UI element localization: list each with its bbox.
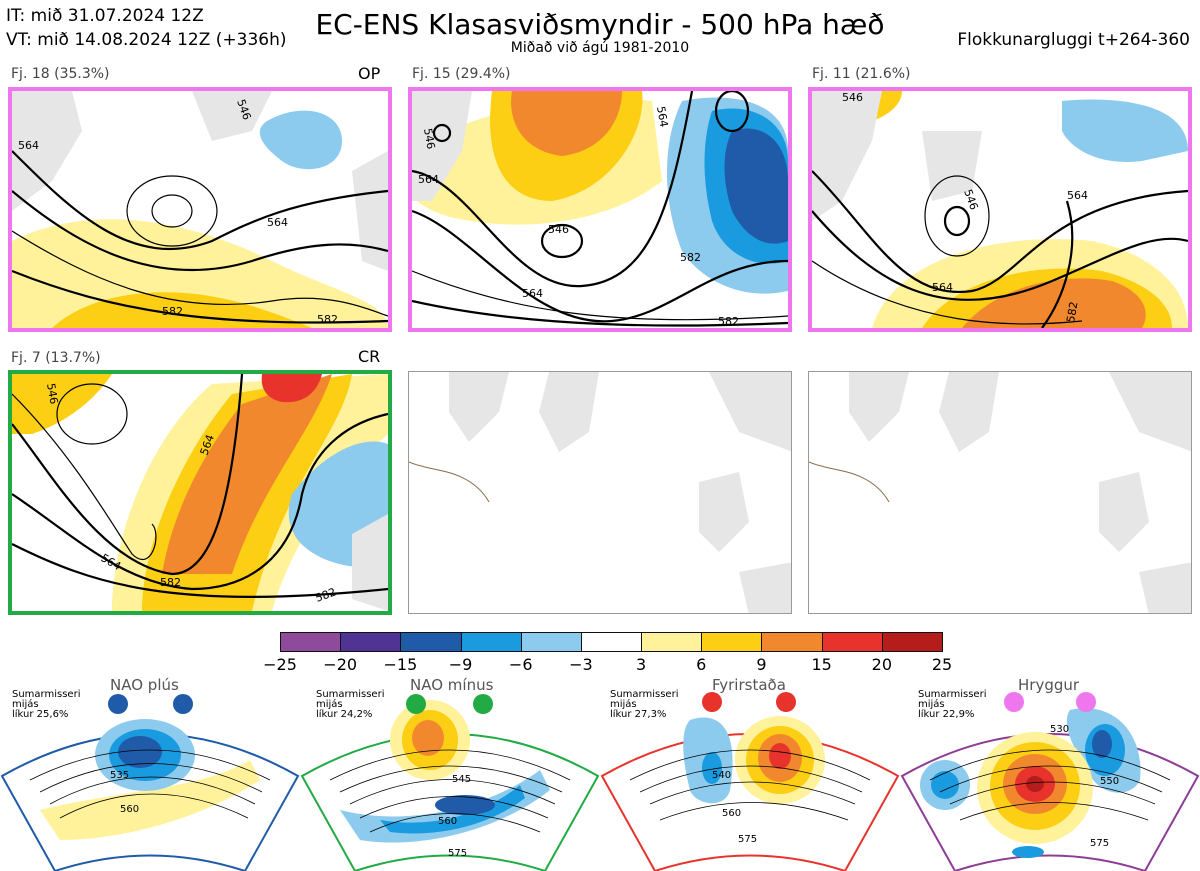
colorbar-tick-label: −6: [508, 655, 533, 674]
empty-map-2: [808, 371, 1192, 614]
colorbar-tick-label: 20: [871, 655, 892, 674]
regime-nao-plus: Sumarmisseri mijás líkur 25,6% NAO plús …: [0, 676, 300, 871]
contour-label: 560: [438, 816, 457, 827]
contour-label: 564: [522, 287, 543, 300]
contour-label: 564: [932, 281, 953, 294]
colorbar-cell: [881, 632, 943, 652]
regime-title: Hryggur: [1018, 676, 1080, 694]
regime-blocking: Sumarmisseri mijás líkur 27,3% Fyrirstað…: [600, 676, 900, 871]
regime-note: Sumarmisseri mijás líkur 25,6%: [12, 689, 81, 720]
contour-label: 582: [680, 251, 701, 264]
contour-label: 582: [314, 585, 338, 604]
colorbar-tick-label: 25: [931, 655, 953, 674]
regime-title: NAO plús: [110, 676, 179, 694]
colorbar-cell: [400, 632, 462, 652]
contour-label: 560: [120, 804, 139, 815]
colorbar-tick-label: −25: [263, 655, 297, 674]
colorbar-cell: [821, 632, 883, 652]
contour-label: 546: [421, 127, 437, 150]
colorbar-tick-label: −20: [323, 655, 358, 674]
cluster-label: Fj. 15 (29.4%): [412, 66, 511, 82]
contour-label: 560: [722, 808, 741, 819]
contour-label: 546: [961, 188, 980, 212]
colorbar-tick-label: 15: [811, 655, 832, 674]
colorbar-cell: [701, 632, 763, 652]
contour-label: 545: [452, 774, 471, 785]
regime-title: NAO mínus: [410, 676, 494, 694]
valid-time: VT: mið 14.08.2024 12Z (+336h): [6, 30, 287, 50]
contour-label: 564: [267, 216, 288, 229]
contour-label: 575: [1090, 838, 1109, 849]
contour-label: 546: [548, 223, 569, 236]
contour-label: 546: [44, 382, 60, 405]
page-subtitle: Miðað við ágú 1981-2010: [510, 40, 690, 56]
cluster-window: Flokkunargluggi t+264-360: [957, 30, 1190, 50]
colorbar-cell: [580, 632, 643, 652]
colorbar-tick-label: 9: [756, 655, 767, 674]
contour-label: 564: [1067, 189, 1088, 202]
contour-label: 564: [18, 139, 39, 152]
contour-label: 564: [654, 105, 670, 128]
regime-title: Fyrirstaða: [712, 676, 786, 694]
contour-label: 550: [1100, 776, 1119, 787]
contour-label: 575: [448, 848, 467, 859]
contour-label: 530: [1050, 724, 1069, 735]
cluster-map-2: 546 564 546 564 564 582 582: [408, 87, 792, 332]
colorbar-cell: [520, 632, 582, 652]
cluster-map-1: 546 564 564 582 582: [8, 87, 392, 332]
regime-nao-minus: Sumarmisseri mijás líkur 24,2% NAO mínus…: [300, 676, 600, 871]
regime-note: Sumarmisseri mijás líkur 22,9%: [918, 689, 987, 720]
regime-note: Sumarmisseri mijás líkur 24,2%: [316, 689, 385, 720]
contour-label: 582: [1064, 301, 1080, 324]
cluster-tag: OP: [358, 64, 381, 83]
cluster-label: Fj. 18 (35.3%): [11, 66, 110, 82]
contour-label: 582: [317, 313, 338, 326]
colorbar-tick-label: 3: [635, 655, 647, 674]
colorbar: [280, 632, 943, 652]
colorbar-cell: [340, 632, 402, 652]
regime-note: Sumarmisseri mijás líkur 27,3%: [610, 689, 679, 720]
contour-label: 564: [418, 173, 439, 186]
colorbar-cell: [280, 632, 342, 652]
cluster-label: Fj. 7 (13.7%): [11, 350, 101, 366]
page-title: EC-ENS Klasasviðsmyndir - 500 hPa hæð: [315, 8, 885, 41]
colorbar-tick-label: −15: [383, 655, 418, 674]
contour-label: 540: [712, 770, 731, 781]
colorbar-cell: [460, 632, 522, 652]
contour-label: 582: [718, 315, 739, 328]
contour-label: 535: [110, 770, 129, 781]
regime-ridge: Sumarmisseri mijás líkur 22,9% Hryggur 5…: [900, 676, 1200, 871]
colorbar-cell: [641, 632, 703, 652]
colorbar-tick-label: −3: [569, 655, 593, 674]
colorbar-tick-label: 6: [696, 655, 707, 674]
cluster-tag: CR: [358, 347, 381, 366]
cluster-map-4: 546 564 564 582 582: [8, 370, 392, 615]
colorbar-cell: [761, 632, 823, 652]
cluster-map-3: 546 546 564 564 582: [808, 87, 1192, 332]
init-time: IT: mið 31.07.2024 12Z: [6, 6, 204, 26]
empty-map-1: [408, 371, 792, 614]
cluster-label: Fj. 11 (21.6%): [812, 66, 911, 82]
contour-label: 582: [162, 305, 183, 318]
contour-label: 582: [160, 576, 181, 589]
contour-label: 546: [842, 91, 863, 104]
colorbar-tick-label: −9: [448, 655, 473, 674]
contour-label: 575: [738, 834, 757, 845]
header-info: IT: mið 31.07.2024 12Z VT: mið 14.08.202…: [6, 4, 287, 52]
